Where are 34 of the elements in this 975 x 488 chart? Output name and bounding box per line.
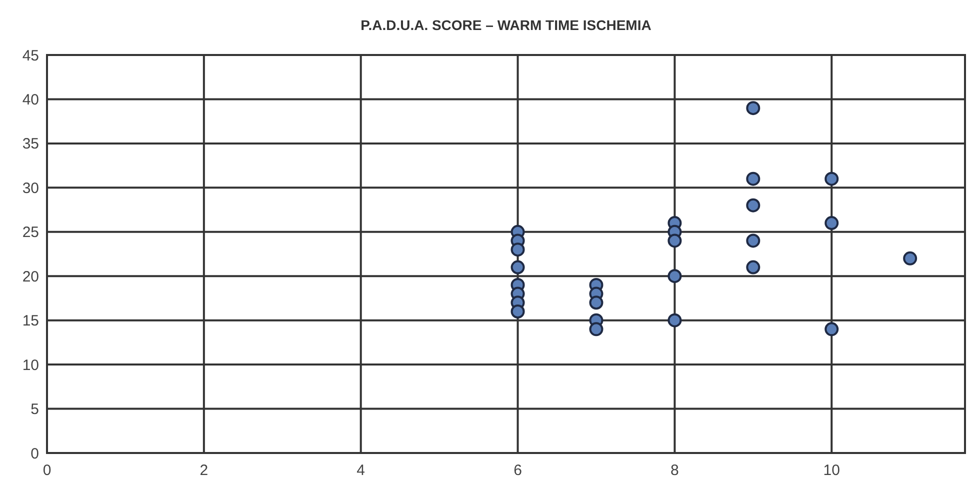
point xyxy=(589,322,604,336)
point xyxy=(746,101,760,116)
point xyxy=(668,313,682,328)
point xyxy=(510,260,525,274)
x-tick-label: 2 xyxy=(200,462,208,479)
point xyxy=(746,172,760,186)
point xyxy=(589,296,604,310)
y-tick-label: 35 xyxy=(22,136,39,153)
point xyxy=(510,242,525,257)
point xyxy=(668,234,682,248)
y-tick-label: 30 xyxy=(22,180,39,197)
x-tick-label: 8 xyxy=(670,462,679,479)
y-tick-label: 45 xyxy=(22,47,39,64)
x-tick-label: 4 xyxy=(356,462,366,479)
point xyxy=(903,251,918,266)
point xyxy=(824,216,839,230)
x-tick-label: 10 xyxy=(823,462,840,479)
x-tick-label: 0 xyxy=(42,462,52,479)
point xyxy=(510,304,525,318)
y-tick-label: 25 xyxy=(22,224,39,242)
point xyxy=(746,198,760,212)
y-tick-label: 15 xyxy=(22,312,39,330)
point xyxy=(746,260,760,274)
point xyxy=(668,269,682,284)
x-tick-label: 6 xyxy=(514,462,522,479)
y-tick-label: 0 xyxy=(30,445,39,462)
y-tick-label: 20 xyxy=(22,268,39,286)
y-tick-label: 5 xyxy=(30,401,39,418)
point xyxy=(746,234,760,248)
point xyxy=(824,322,839,336)
y-tick-label: 40 xyxy=(22,91,39,108)
point xyxy=(824,172,839,186)
chart-title: P.A.D.U.A. SCORE – WARM TIME ISCHEMIA xyxy=(360,17,652,33)
y-tick-label: 10 xyxy=(22,356,39,374)
